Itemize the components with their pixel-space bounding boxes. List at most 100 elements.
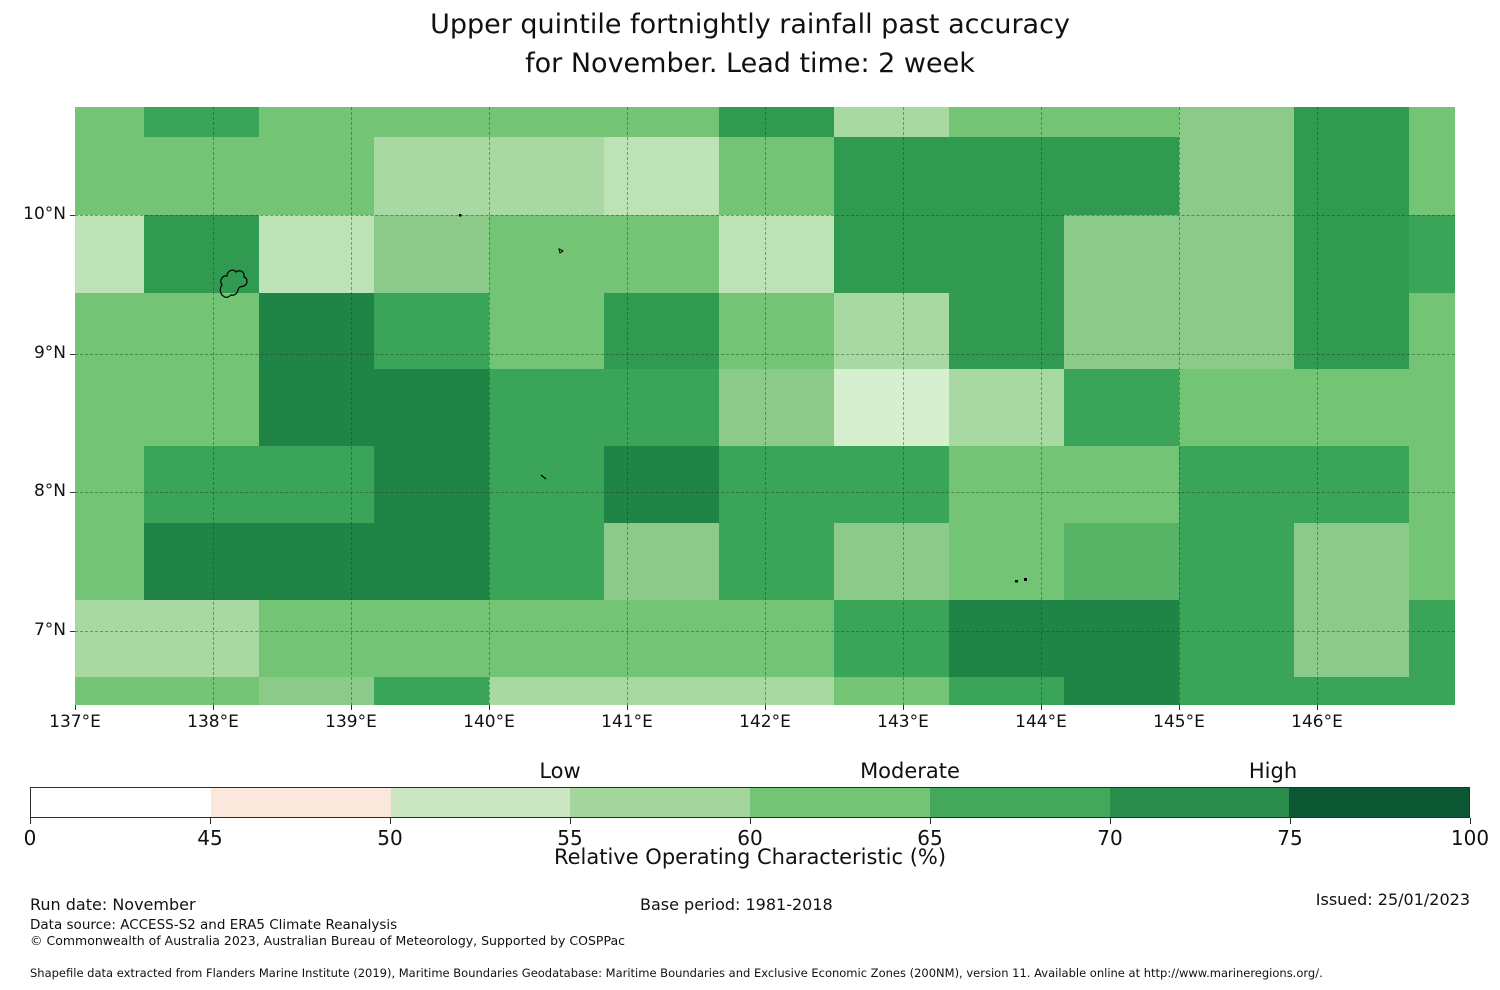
map-cell (603, 676, 720, 705)
map-cell (374, 107, 489, 138)
map-cell (1064, 368, 1179, 447)
colorbar-segment (750, 788, 930, 817)
map-cell (144, 292, 259, 369)
longitude-gridline (765, 107, 766, 705)
map-cell (1409, 522, 1455, 601)
colorbar-tick-label: 60 (737, 826, 763, 850)
map-cell (75, 446, 144, 523)
map-cell (489, 137, 604, 215)
colorbar-tick-label: 50 (377, 826, 403, 850)
map-cell (258, 107, 375, 138)
map-cell (719, 107, 834, 138)
map-cell (834, 292, 949, 369)
colorbar-tick-label: 55 (557, 826, 583, 850)
map-cell (1179, 107, 1294, 138)
footer-issued-date: Issued: 25/01/2023 (1315, 890, 1470, 909)
map-cell (1293, 107, 1410, 138)
map-cell (258, 600, 375, 677)
map-cell (603, 292, 720, 369)
longitude-gridline (213, 107, 214, 705)
map-cell (374, 446, 489, 523)
colorbar-tick (210, 818, 211, 824)
map-cell (1293, 137, 1410, 215)
y-axis-tick (70, 492, 75, 494)
footer-copyright: © Commonwealth of Australia 2023, Austra… (30, 933, 625, 948)
x-axis-tick (351, 705, 352, 710)
x-axis-tick (903, 705, 904, 710)
map-cell (1179, 446, 1294, 523)
map-cell (75, 215, 144, 293)
y-axis-tick-label: 7°N (33, 619, 66, 640)
x-axis-tick-label: 141°E (601, 712, 653, 732)
longitude-gridline (1041, 107, 1042, 705)
colorbar-tick (1290, 818, 1291, 824)
y-axis-tick (70, 353, 75, 355)
x-axis-tick-label: 140°E (463, 712, 515, 732)
x-axis-tick (213, 705, 214, 710)
map-cell (719, 137, 834, 215)
map-cell (1293, 522, 1410, 601)
map-cell (1409, 107, 1455, 138)
footer-base-period: Base period: 1981-2018 (640, 895, 833, 914)
x-axis-tick-label: 145°E (1153, 712, 1205, 732)
map-cell (374, 215, 489, 293)
colorbar-tick-label: 65 (917, 826, 943, 850)
colorbar-axis-title: Relative Operating Characteristic (%) (553, 845, 947, 869)
map-cell (489, 600, 604, 677)
map-cell (948, 676, 1065, 705)
map-cell (1064, 676, 1179, 705)
map-cell (1179, 215, 1294, 293)
latitude-gridline (75, 492, 1455, 494)
map-cell (948, 137, 1065, 215)
y-axis-tick (70, 215, 75, 216)
colorbar-segment (1289, 788, 1469, 817)
map-cell (258, 137, 375, 215)
x-axis-tick (1041, 705, 1042, 710)
chart-title-line-1: Upper quintile fortnightly rainfall past… (430, 9, 1070, 40)
x-axis-tick-label: 137°E (49, 712, 101, 732)
map-cell (489, 446, 604, 523)
y-axis-tick-label: 9°N (33, 342, 66, 363)
longitude-gridline (351, 107, 352, 705)
x-axis-tick-label: 143°E (877, 712, 929, 732)
map-cell (258, 215, 375, 293)
map-cell (603, 446, 720, 523)
longitude-gridline (903, 107, 904, 705)
colorbar-tick-label: 45 (197, 826, 223, 850)
x-axis-tick-label: 144°E (1015, 712, 1067, 732)
colorbar-label-high: High (1248, 759, 1298, 783)
colorbar-segment (1109, 788, 1290, 817)
map-cell (603, 107, 720, 138)
x-axis-tick (75, 705, 76, 710)
y-axis-tick-label: 10°N (23, 204, 66, 224)
map-cell (948, 600, 1065, 677)
colorbar-label-moderate: Moderate (860, 759, 960, 783)
map-cell (75, 676, 144, 705)
footer-shapefile-note: Shapefile data extracted from Flanders M… (30, 966, 1323, 980)
map-cell (719, 215, 834, 293)
map-cell (1293, 600, 1410, 677)
map-cell (834, 676, 949, 705)
map-cell (948, 215, 1065, 293)
map-cell (1179, 600, 1294, 677)
map-cell (603, 368, 720, 447)
map-cell (258, 522, 375, 601)
colorbar-tick (1110, 818, 1111, 824)
x-axis-tick (765, 705, 766, 710)
map-cell (719, 292, 834, 369)
map-cell (75, 522, 144, 601)
map-cell (1409, 446, 1455, 523)
map-cell (489, 368, 604, 447)
map-cell (1179, 292, 1294, 369)
map-cell (374, 676, 489, 705)
x-axis-tick (627, 705, 628, 710)
map-cell (1064, 600, 1179, 677)
colorbar-segment (390, 788, 571, 817)
map-cell (1409, 676, 1455, 705)
map-cell (834, 600, 949, 677)
map-cell (258, 292, 375, 369)
map-cell (1293, 676, 1410, 705)
map-cell (1409, 600, 1455, 677)
map-cell (834, 522, 949, 601)
x-axis-tick-label: 139°E (325, 712, 377, 732)
